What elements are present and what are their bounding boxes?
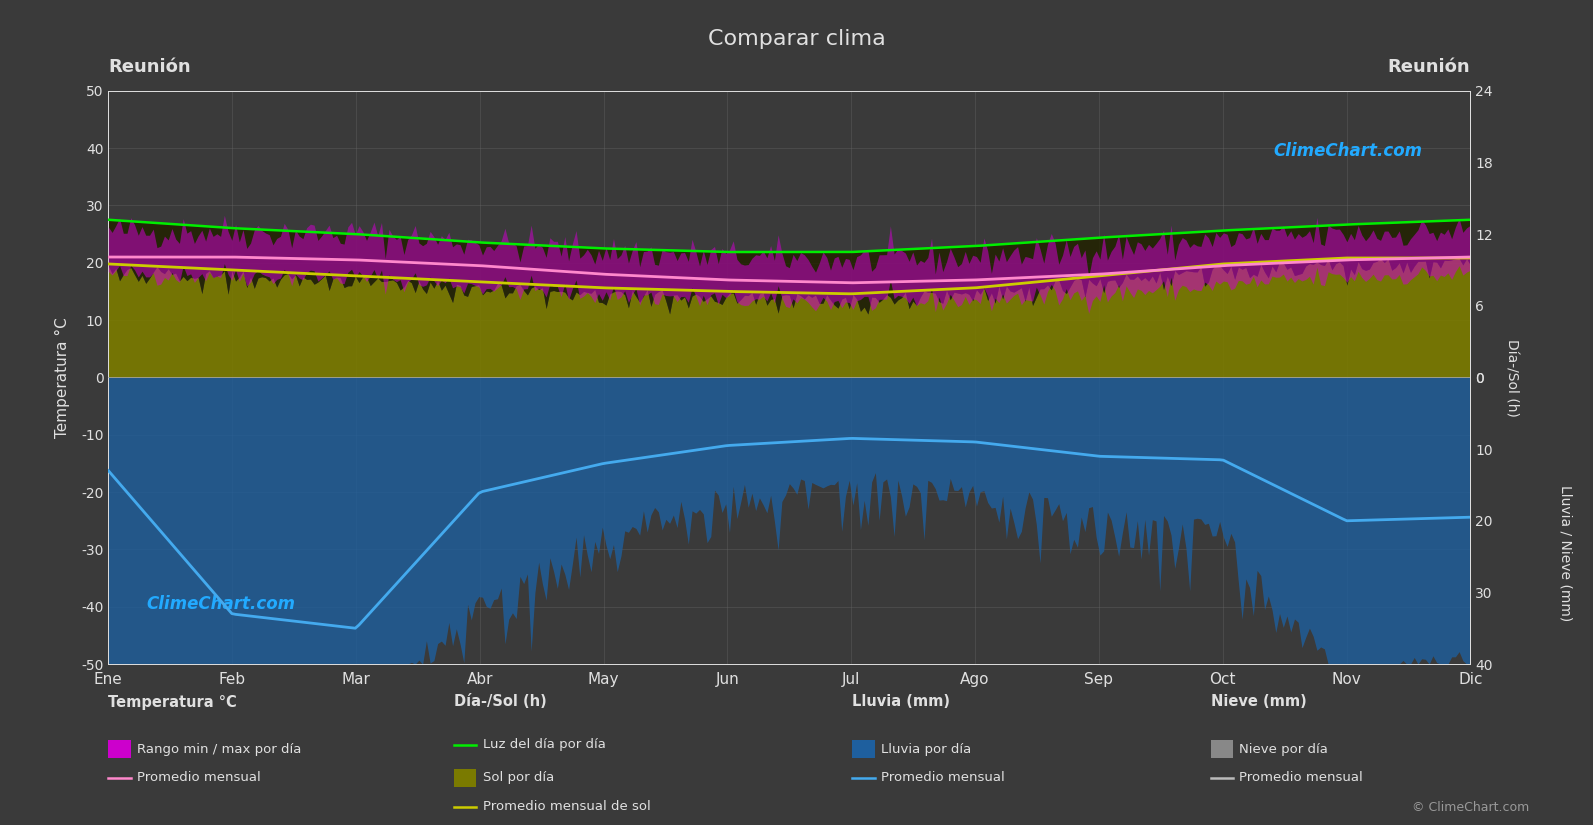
Text: Reunión: Reunión [1388,59,1470,77]
Text: Luz del día por día: Luz del día por día [483,738,605,752]
Text: © ClimeChart.com: © ClimeChart.com [1411,801,1529,814]
Y-axis label: Día-/Sol (h): Día-/Sol (h) [1504,338,1518,417]
Text: Promedio mensual: Promedio mensual [137,771,261,785]
Text: Reunión: Reunión [108,59,191,77]
Text: Promedio mensual: Promedio mensual [881,771,1005,785]
Text: ClimeChart.com: ClimeChart.com [1274,143,1423,160]
Text: Día-/Sol (h): Día-/Sol (h) [454,695,546,710]
Text: ClimeChart.com: ClimeChart.com [147,595,295,612]
Y-axis label: Temperatura °C: Temperatura °C [54,317,70,438]
Text: Rango min / max por día: Rango min / max por día [137,742,301,756]
Text: Lluvia / Nieve (mm): Lluvia / Nieve (mm) [1560,484,1572,621]
Text: Sol por día: Sol por día [483,771,554,785]
Text: Nieve por día: Nieve por día [1239,742,1329,756]
Text: Lluvia (mm): Lluvia (mm) [852,695,951,710]
Text: Nieve (mm): Nieve (mm) [1211,695,1306,710]
Text: Comparar clima: Comparar clima [707,29,886,49]
Text: Temperatura °C: Temperatura °C [108,695,237,710]
Text: Promedio mensual de sol: Promedio mensual de sol [483,800,650,813]
Text: Lluvia por día: Lluvia por día [881,742,972,756]
Text: Promedio mensual: Promedio mensual [1239,771,1364,785]
